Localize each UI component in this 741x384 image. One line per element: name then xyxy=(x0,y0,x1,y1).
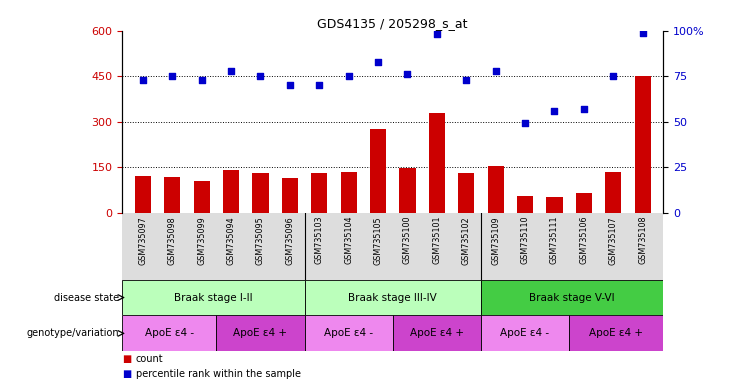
Bar xyxy=(481,316,569,351)
Text: ApoE ε4 +: ApoE ε4 + xyxy=(589,328,643,338)
Point xyxy=(342,73,354,79)
Text: GSM735097: GSM735097 xyxy=(139,216,147,265)
Text: GSM735105: GSM735105 xyxy=(373,216,382,265)
Text: genotype/variation: genotype/variation xyxy=(27,328,119,338)
Bar xyxy=(488,166,504,213)
Text: ApoE ε4 -: ApoE ε4 - xyxy=(144,328,194,338)
Text: GSM735107: GSM735107 xyxy=(608,216,618,265)
Bar xyxy=(576,193,592,213)
Point xyxy=(225,68,237,74)
Text: Braak stage V-VI: Braak stage V-VI xyxy=(529,293,615,303)
Text: count: count xyxy=(136,354,163,364)
Text: disease state: disease state xyxy=(54,293,119,303)
Text: ■: ■ xyxy=(122,354,131,364)
Bar xyxy=(634,76,651,213)
Bar xyxy=(223,170,239,213)
Bar xyxy=(393,316,481,351)
Point xyxy=(431,31,443,37)
Text: ■: ■ xyxy=(122,369,131,379)
Text: Braak stage III-IV: Braak stage III-IV xyxy=(348,293,437,303)
Bar xyxy=(481,280,663,316)
Title: GDS4135 / 205298_s_at: GDS4135 / 205298_s_at xyxy=(317,17,468,30)
Bar xyxy=(165,177,180,213)
Text: GSM735095: GSM735095 xyxy=(256,216,265,265)
Bar xyxy=(429,113,445,213)
Point xyxy=(490,68,502,74)
Text: GSM735099: GSM735099 xyxy=(197,216,206,265)
Text: GSM735109: GSM735109 xyxy=(491,216,500,265)
Bar xyxy=(569,316,663,351)
Text: ApoE ε4 -: ApoE ε4 - xyxy=(324,328,373,338)
Text: ApoE ε4 +: ApoE ε4 + xyxy=(233,328,288,338)
Bar xyxy=(370,129,386,213)
Bar xyxy=(122,316,216,351)
Text: GSM735106: GSM735106 xyxy=(579,216,588,265)
Text: Braak stage I-II: Braak stage I-II xyxy=(174,293,253,303)
Text: GSM735103: GSM735103 xyxy=(315,216,324,265)
Point xyxy=(578,106,590,112)
Bar xyxy=(399,168,416,213)
Bar xyxy=(305,280,481,316)
Text: ApoE ε4 +: ApoE ε4 + xyxy=(410,328,464,338)
Text: GSM735098: GSM735098 xyxy=(167,216,177,265)
Bar xyxy=(341,172,356,213)
Point xyxy=(460,77,472,83)
Text: GSM735094: GSM735094 xyxy=(227,216,236,265)
Bar xyxy=(458,173,474,213)
Point xyxy=(313,82,325,88)
Bar xyxy=(311,173,328,213)
Bar xyxy=(517,196,533,213)
Bar xyxy=(193,181,210,213)
Text: percentile rank within the sample: percentile rank within the sample xyxy=(136,369,301,379)
Point xyxy=(372,59,384,65)
Bar xyxy=(122,280,305,316)
Point xyxy=(548,108,560,114)
Point xyxy=(196,77,207,83)
Point xyxy=(254,73,266,79)
Text: GSM735104: GSM735104 xyxy=(344,216,353,265)
Bar xyxy=(305,316,393,351)
Bar xyxy=(605,172,621,213)
Point xyxy=(608,73,619,79)
Bar xyxy=(135,176,151,213)
Bar xyxy=(216,316,305,351)
Text: GSM735100: GSM735100 xyxy=(403,216,412,265)
Text: ApoE ε4 -: ApoE ε4 - xyxy=(500,328,550,338)
Point xyxy=(402,71,413,78)
Point xyxy=(519,121,531,127)
Point xyxy=(637,30,648,36)
Point xyxy=(166,73,178,79)
Point xyxy=(284,82,296,88)
Bar xyxy=(546,197,562,213)
Bar xyxy=(282,178,298,213)
Text: GSM735101: GSM735101 xyxy=(432,216,442,265)
Text: GSM735108: GSM735108 xyxy=(638,216,647,265)
Text: GSM735111: GSM735111 xyxy=(550,216,559,265)
Text: GSM735096: GSM735096 xyxy=(285,216,294,265)
Text: GSM735110: GSM735110 xyxy=(520,216,530,265)
Point xyxy=(137,77,149,83)
Text: GSM735102: GSM735102 xyxy=(462,216,471,265)
Bar xyxy=(253,172,268,213)
